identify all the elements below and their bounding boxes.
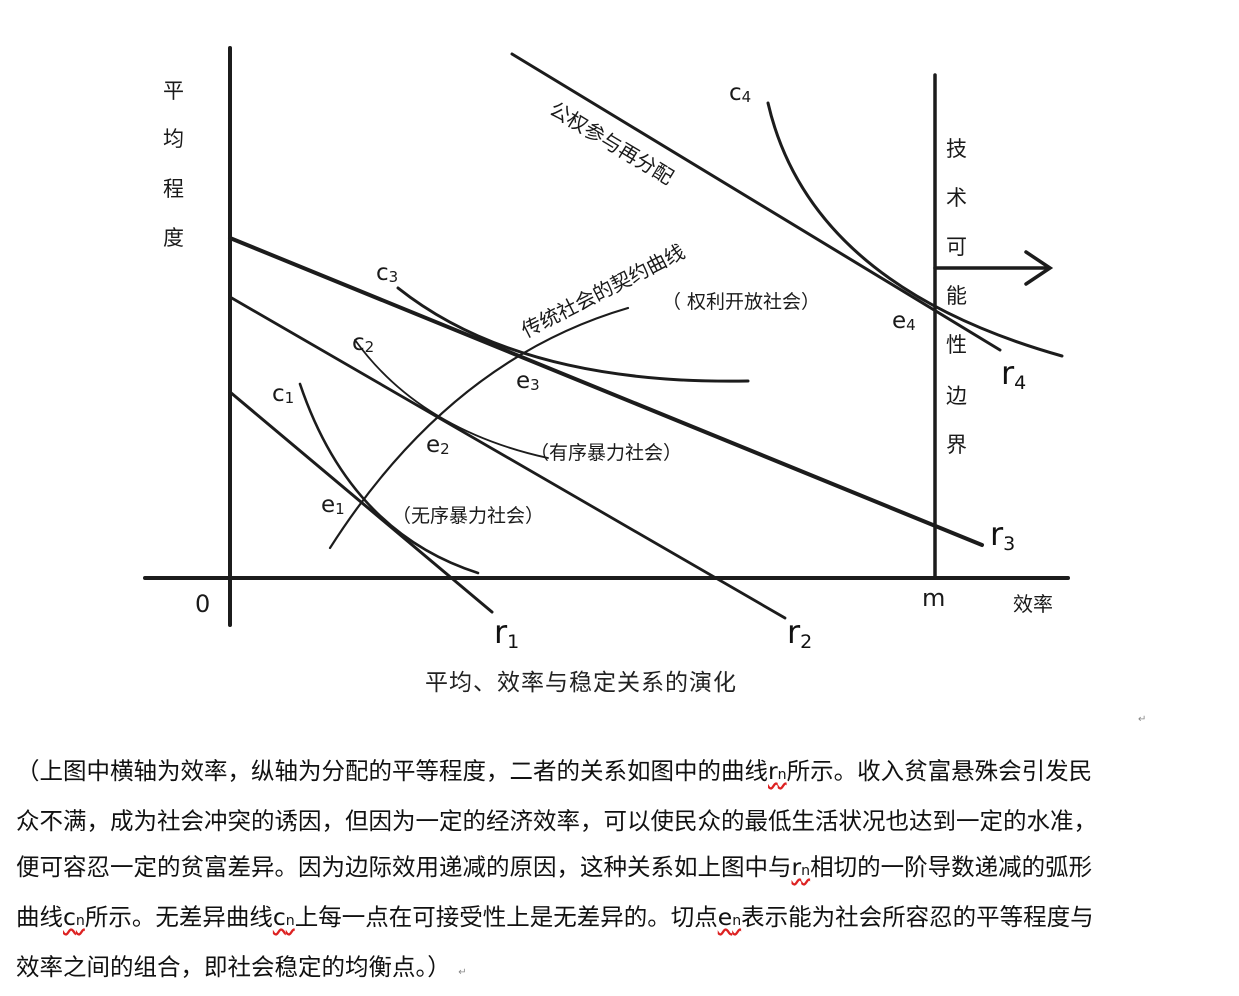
diagram-caption: 平均、效率与稳定关系的演化 (425, 670, 737, 696)
line-r3 (228, 236, 984, 547)
y-label-char: 平 (163, 79, 184, 103)
paragraph-line: 曲线cn所示。无差异曲线cn上每一点在可接受性上是无差异的。切点en表示能为社会… (16, 903, 1094, 931)
annotation-disordered-violence: （无序暴力社会） (392, 505, 544, 527)
origin-label: 0 (195, 590, 210, 618)
paragraph-line: 便可容忍一定的贫富差异。因为边际效用递减的原因，这种关系如上图中与rn相切的一阶… (16, 853, 1093, 881)
frontier-char: 技 (946, 137, 967, 161)
curve-c3 (396, 286, 750, 383)
label-c2: c2 (352, 330, 374, 356)
x-axis-label: 效率 (1013, 592, 1053, 616)
paragraph-line: 众不满，成为社会冲突的诱因，但因为一定的经济效率，可以使民众的最低生活状况也达到… (16, 807, 1097, 835)
label-e2: e2 (426, 432, 450, 458)
y-label-char: 均 (163, 127, 184, 151)
curve-c1 (298, 382, 480, 575)
y-label-char: 度 (163, 226, 184, 250)
label-e3: e3 (516, 368, 540, 394)
label-c3: c3 (376, 260, 398, 286)
label-r2: r2 (787, 613, 812, 653)
symbol-cn: cn (63, 903, 85, 931)
symbol-en: en (717, 903, 742, 931)
symbol-rn: rn (768, 757, 787, 785)
frontier-char: 能 (946, 284, 967, 308)
label-c4: c4 (729, 80, 751, 106)
label-c1: c1 (272, 381, 294, 407)
explanation-paragraph: （上图中横轴为效率，纵轴为分配的平等程度，二者的关系如图中的曲线rn所示。收入贫… (16, 748, 1231, 996)
symbol-rn: rn (791, 853, 811, 881)
return-mark: ↵ (458, 967, 467, 978)
frontier-arrow-head (1024, 250, 1054, 286)
paragraph-line: 效率之间的组合，即社会稳定的均衡点。） ↵ (16, 953, 467, 981)
frontier-char: 性 (946, 333, 967, 357)
y-label-char: 程 (163, 177, 184, 201)
m-label: m (922, 584, 945, 612)
frontier-label: 技 术 可 能 性 边 界 (946, 137, 967, 457)
line-r2 (228, 295, 787, 620)
frontier-char: 术 (946, 186, 967, 210)
label-r3: r3 (990, 515, 1015, 555)
symbol-cn: cn (272, 903, 295, 931)
label-r1: r1 (494, 613, 519, 653)
line-r4 (510, 52, 1002, 352)
label-e1: e1 (321, 492, 345, 518)
evolution-diagram: 平 均 程 度 效率 0 m 技 术 可 能 性 边 界 r1 r2 r3 r4… (143, 46, 1070, 653)
frontier-char: 界 (946, 433, 967, 457)
frontier-char: 可 (946, 235, 967, 259)
paragraph-line: （上图中横轴为效率，纵轴为分配的平等程度，二者的关系如图中的曲线rn所示。收入贫… (16, 757, 1093, 785)
curve-c4 (766, 101, 1064, 358)
annotation-open-access: （ 权利开放社会） (662, 291, 820, 313)
return-mark: ↵ (1138, 714, 1147, 725)
label-r4: r4 (1001, 354, 1026, 394)
annotation-ordered-violence: （有序暴力社会） (530, 442, 682, 464)
label-e4: e4 (892, 308, 916, 334)
curve-c2 (354, 339, 549, 459)
y-axis-label: 平 均 程 度 (163, 79, 184, 250)
contract-curve (328, 306, 630, 550)
frontier-char: 边 (946, 384, 967, 408)
